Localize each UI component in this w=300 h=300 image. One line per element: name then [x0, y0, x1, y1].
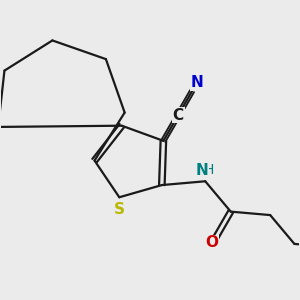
Text: N: N	[191, 75, 203, 90]
Text: C: C	[173, 108, 184, 123]
Text: O: O	[206, 235, 218, 250]
Text: S: S	[114, 202, 125, 217]
Text: N: N	[196, 163, 208, 178]
Text: H: H	[203, 163, 214, 177]
